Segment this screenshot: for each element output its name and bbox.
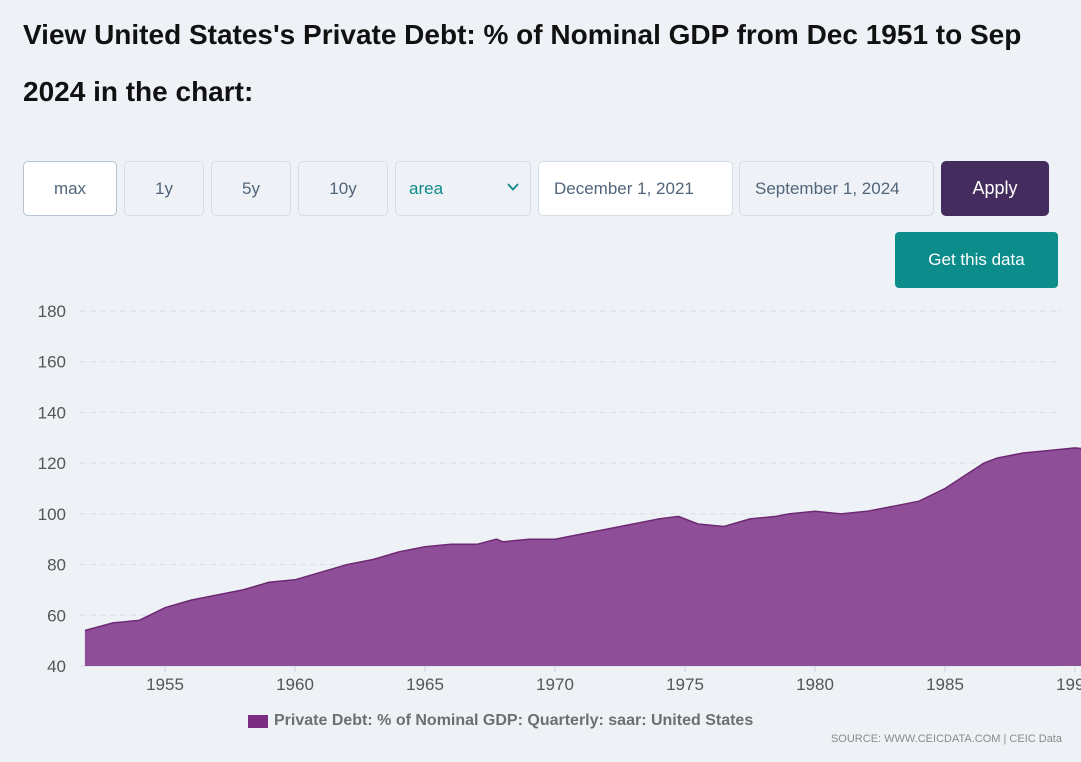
range-10y-button[interactable]: 10y	[298, 161, 388, 216]
page-title: View United States's Private Debt: % of …	[23, 19, 1022, 107]
y-tick-label: 80	[47, 556, 66, 575]
x-tick-label: 1990	[1056, 675, 1081, 694]
x-tick-label: 1965	[406, 675, 444, 694]
series-line	[84, 447, 1081, 632]
chart-type-value: area	[409, 178, 444, 198]
y-tick-label: 120	[38, 454, 66, 473]
y-tick-label: 140	[38, 403, 66, 422]
range-1y-button[interactable]: 1y	[124, 161, 204, 216]
area-chart: 40 60 80 100 120 140 160 180 1955 1960 1965 1970 19…	[38, 302, 1081, 694]
range-5y-button[interactable]: 5y	[211, 161, 291, 216]
chart-legend[interactable]: Private Debt: % of Nominal GDP: Quarterl…	[248, 710, 753, 732]
legend-label: Private Debt: % of Nominal GDP: Quarterl…	[274, 712, 754, 729]
x-tick-label: 1975	[666, 675, 704, 694]
chart-type-select[interactable]: area	[395, 161, 531, 216]
series-area-layer	[84, 331, 1081, 666]
x-tick-label: 1980	[796, 675, 834, 694]
y-tick-label: 40	[47, 657, 66, 676]
x-tick-label: 1970	[536, 675, 574, 694]
x-axis: 1955196019651970197519801985199019952000…	[146, 666, 1081, 694]
end-date-input[interactable]: September 1, 2024	[739, 161, 934, 216]
start-date-input[interactable]: December 1, 2021	[538, 161, 733, 216]
legend-swatch	[248, 714, 268, 728]
chevron-down-icon	[507, 183, 519, 191]
x-tick-label: 1960	[276, 675, 314, 694]
x-tick-label: 1955	[146, 675, 184, 694]
y-tick-label: 100	[38, 505, 66, 524]
y-axis: 40 60 80 100 120 140 160 180	[38, 302, 66, 676]
x-tick-label: 1985	[926, 675, 964, 694]
apply-button[interactable]: Apply	[941, 161, 1049, 216]
y-tick-label: 180	[38, 302, 66, 321]
get-data-button[interactable]: Get this data	[895, 232, 1058, 288]
source-credit: SOURCE: WWW.CEICDATA.COM | CEIC Data	[830, 733, 1062, 745]
y-tick-label: 60	[47, 606, 66, 625]
series-area[interactable]	[84, 331, 1081, 666]
range-max-button[interactable]: max	[23, 161, 117, 216]
y-tick-label: 160	[38, 353, 66, 372]
